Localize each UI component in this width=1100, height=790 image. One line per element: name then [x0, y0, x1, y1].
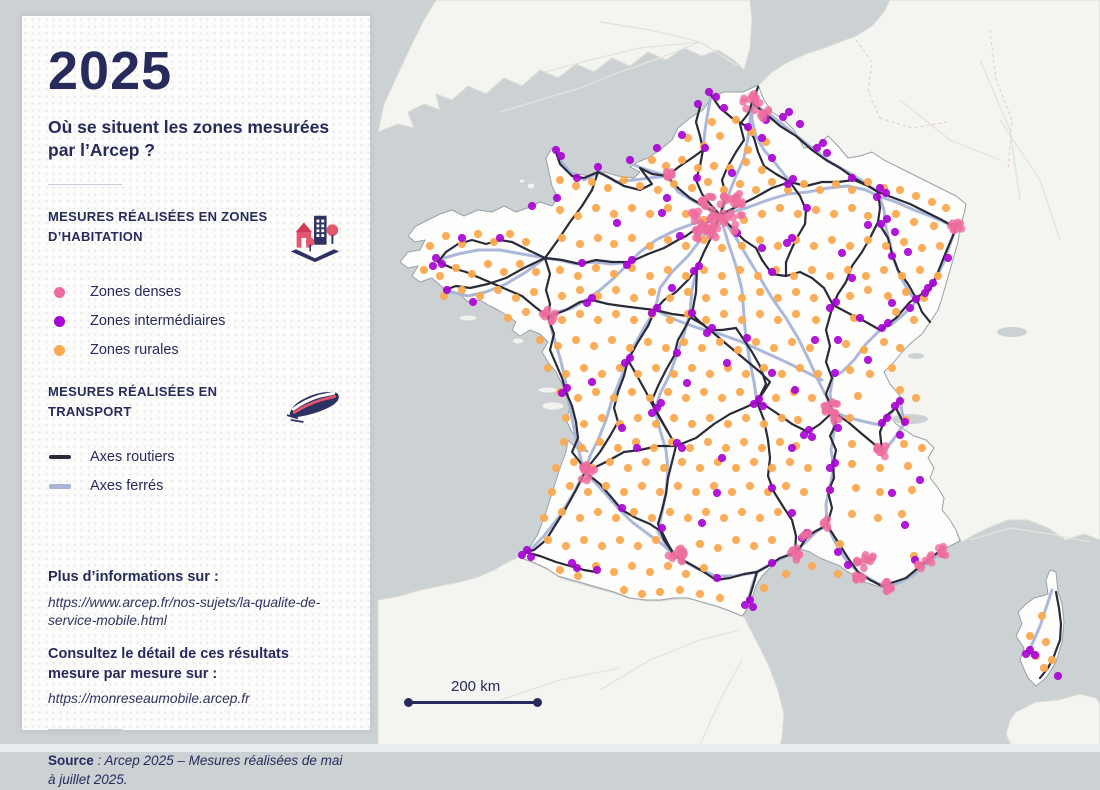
legend-panel: 2025 Où se situent les zones mesurées pa…	[22, 16, 370, 787]
habitation-section: MESURES RÉALISÉES EN ZONES D’HABITATION	[48, 207, 344, 270]
legend-label: Axes routiers	[90, 449, 175, 466]
intermediate-dot-swatch	[54, 315, 65, 327]
divider	[48, 184, 122, 186]
transport-heading: MESURES RÉALISÉES EN TRANSPORT	[48, 384, 218, 419]
legend-label: Axes ferrés	[90, 478, 164, 495]
train-icon	[284, 384, 344, 431]
legend-item-zones-denses: Zones denses	[48, 284, 344, 300]
info1-url-link[interactable]: https://www.arcep.fr/nos-sujets/la-quali…	[48, 594, 321, 629]
road-line-swatch	[49, 455, 71, 460]
legend-label: Zones denses	[90, 284, 182, 301]
dense-dot-swatch	[54, 286, 65, 298]
year-title: 2025	[48, 41, 173, 101]
scale-label: 200 km	[451, 678, 501, 695]
legend-item-axes-ferres: Axes ferrés	[48, 478, 344, 494]
legend-item-zones-rurales: Zones rurales	[48, 342, 344, 358]
source-note: Source : Arcep 2025 – Mesures réalisées …	[48, 752, 344, 790]
habitation-heading: MESURES RÉALISÉES EN ZONES D’HABITATION	[48, 209, 268, 244]
info1-label: Plus d’informations sur :	[48, 569, 219, 586]
transport-legend: Axes routiers Axes ferrés	[48, 449, 344, 494]
source-label: Source	[48, 752, 94, 768]
legend-item-zones-intermediaires: Zones intermédiaires	[48, 313, 344, 329]
map-bottom-strip	[0, 744, 1100, 752]
legend-item-axes-routiers: Axes routiers	[48, 449, 344, 465]
info2-label: Consultez le détail de ces résultats mes…	[48, 646, 289, 682]
info2-url-link[interactable]: https://monreseaumobile.arcep.fr	[48, 691, 250, 707]
panel-subtitle: Où se situent les zones mesurées par l’A…	[48, 117, 330, 161]
rail-line-swatch	[49, 483, 71, 489]
divider	[48, 728, 122, 730]
buildings-icon	[286, 209, 344, 270]
rural-dot-swatch	[54, 344, 65, 356]
legend-label: Zones rurales	[90, 342, 179, 359]
info-block: Plus d’informations sur : https://www.ar…	[48, 568, 344, 709]
transport-section: MESURES RÉALISÉES EN TRANSPORT	[48, 382, 344, 431]
legend-label: Zones intermédiaires	[90, 313, 226, 330]
habitation-legend: Zones denses Zones intermédiaires Zones …	[48, 284, 344, 358]
scale-line	[404, 698, 542, 707]
map-scale-bar: 200 km	[404, 678, 545, 707]
